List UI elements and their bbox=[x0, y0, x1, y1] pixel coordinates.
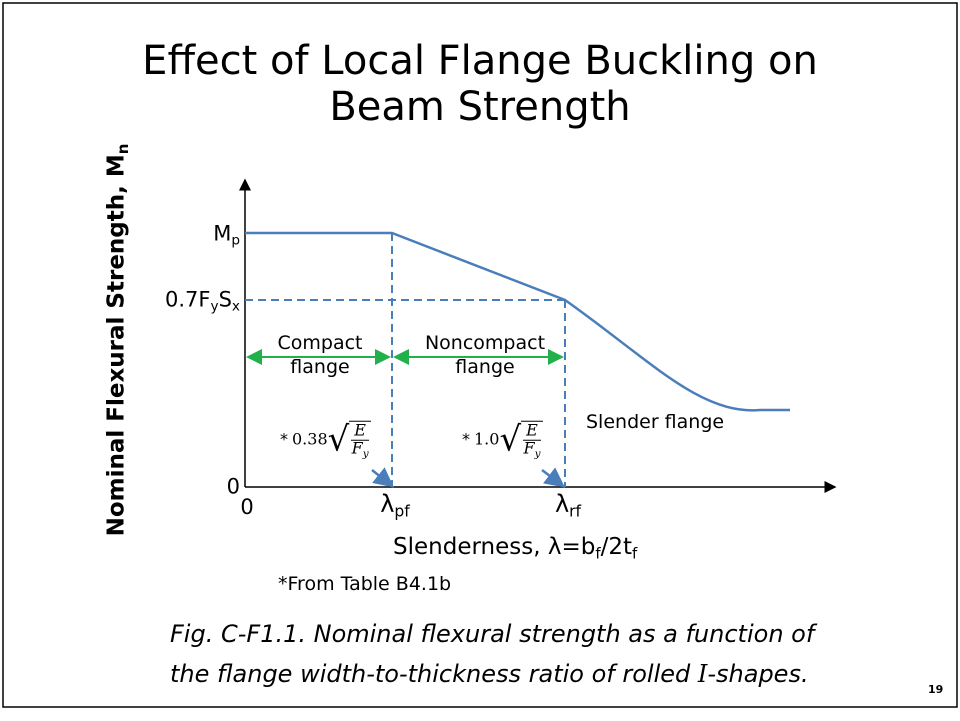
text-part: E bbox=[523, 422, 541, 441]
text-part: E bbox=[351, 422, 369, 441]
strength-curve bbox=[245, 231, 790, 412]
text-part: * bbox=[462, 429, 470, 449]
text-part: y bbox=[534, 447, 541, 460]
text-part: rf bbox=[569, 502, 582, 521]
text-part: /2t bbox=[600, 534, 632, 560]
text-part: f bbox=[632, 544, 638, 563]
text-part: pf bbox=[394, 502, 410, 521]
text-part: * bbox=[280, 429, 288, 449]
region-label: Compact flange bbox=[277, 332, 363, 378]
text-part: Nominal Flexural Strength, M bbox=[103, 154, 130, 537]
text-part: 0.38 bbox=[292, 429, 328, 449]
y-axis-label: Nominal Flexural Strength, Mn bbox=[103, 143, 132, 537]
text-part: M bbox=[213, 221, 232, 246]
slide-border bbox=[2, 2, 958, 708]
formula: * 1.0 √ E Fy bbox=[462, 419, 543, 460]
text-part: Slenderness, λ=b bbox=[393, 534, 596, 560]
footnote: *From Table B4.1b bbox=[278, 573, 452, 595]
text-part: x bbox=[231, 298, 240, 315]
lambda-pf: λpf bbox=[380, 492, 410, 520]
radical: √ bbox=[327, 419, 350, 460]
text-part: y bbox=[210, 298, 219, 315]
text-part: S bbox=[218, 287, 232, 312]
text-part: 1.0 bbox=[474, 429, 500, 449]
text-part: n bbox=[113, 143, 132, 155]
pointer-arrow bbox=[371, 467, 394, 488]
denominator: Fy bbox=[523, 438, 541, 460]
pointer-arrow bbox=[541, 467, 565, 488]
denominator: Fy bbox=[351, 438, 369, 460]
text-part: 0.7F bbox=[165, 287, 211, 312]
text-part: λ bbox=[380, 490, 395, 518]
region-label: Slender flange bbox=[586, 411, 725, 433]
page-number: 19 bbox=[928, 683, 944, 696]
text-part: I bbox=[697, 660, 708, 688]
text-part: y bbox=[362, 447, 369, 460]
region-label: Noncompact flange bbox=[424, 332, 546, 378]
text-part: p bbox=[231, 232, 240, 249]
mp-label: Mp bbox=[213, 221, 240, 249]
text-part: λ bbox=[554, 490, 570, 518]
formula: * 0.38 √ E Fy bbox=[280, 419, 371, 460]
radical: √ bbox=[499, 419, 522, 460]
caption: Fig. C-F1.1. Nominal flexural strength a… bbox=[170, 620, 815, 648]
y-origin: 0 bbox=[226, 474, 240, 499]
text-part: F bbox=[523, 438, 535, 458]
fraction: E Fy bbox=[521, 420, 543, 460]
text-part: -shapes. bbox=[707, 660, 809, 688]
fraction: E Fy bbox=[349, 420, 371, 460]
caption: the flange width-to-thickness ratio of r… bbox=[170, 662, 809, 686]
text-part: f bbox=[595, 544, 601, 563]
title: Effect of Local Flange Buckling on Beam … bbox=[142, 38, 818, 130]
yield-label: 0.7FySx bbox=[165, 287, 240, 315]
x-axis-label: Slenderness, λ=bf/2tf bbox=[393, 536, 637, 561]
text-part: the flange width-to-thickness ratio of r… bbox=[170, 660, 698, 688]
text-part: F bbox=[351, 438, 363, 458]
x-origin: 0 bbox=[240, 495, 254, 519]
lambda-rf: λrf bbox=[555, 492, 581, 520]
